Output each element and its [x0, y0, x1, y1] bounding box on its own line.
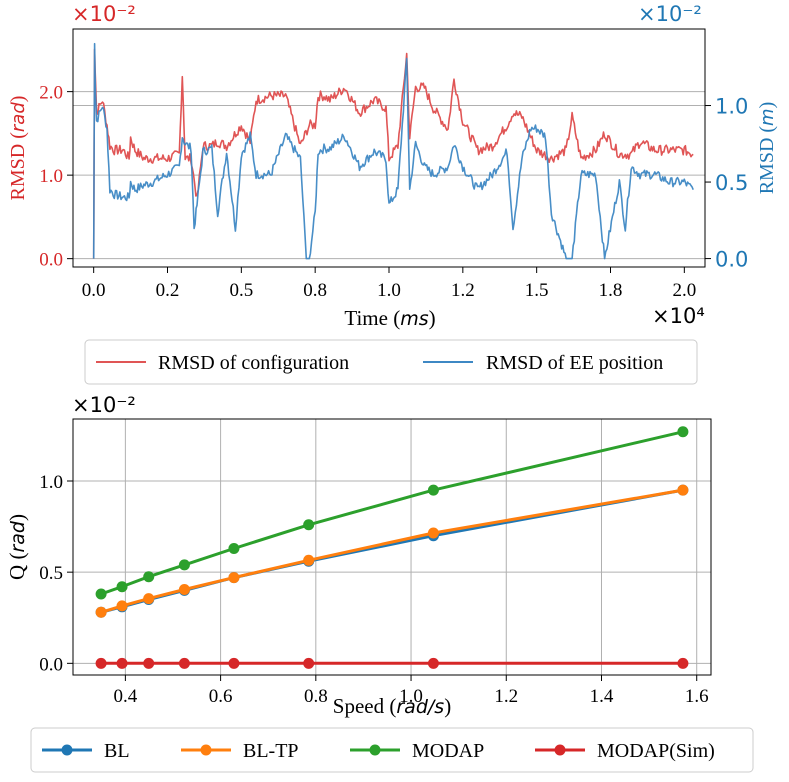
legend-label-rmsd-configuration: RMSD of configuration — [158, 352, 349, 374]
bottom-x-tick-label-6: 1.6 — [685, 686, 709, 707]
bottom-x-tick-label-1: 0.6 — [209, 686, 233, 707]
bottom-x-tick-label-0: 0.4 — [113, 686, 137, 707]
top-x-ticks: 0.0 0.2 0.5 0.8 1.0 1.2 1.5 1.8 2.0 — [82, 267, 696, 301]
legend-marker-bl — [61, 744, 73, 756]
bottom-grid — [73, 419, 711, 675]
top-y-right-ticks: 0.0 0.5 1.0 — [705, 95, 748, 272]
top-x-tick-label-4: 1.0 — [377, 280, 401, 301]
bottom-legend: BL BL-TP MODAP MODAP(Sim) — [30, 727, 754, 773]
top-x-multiplier: ×10⁴ — [652, 304, 705, 328]
point-modapsim-7 — [677, 657, 689, 669]
top-y-right-tick-label-1: 0.5 — [715, 171, 748, 195]
point-modapsim-0 — [95, 657, 107, 669]
legend-label-rmsd-ee-position: RMSD of EE position — [486, 352, 663, 374]
legend-label-bl: BL — [104, 740, 130, 762]
point-modap-1 — [116, 581, 128, 593]
point-bl-tp-7 — [677, 484, 689, 496]
bottom-x-tick-label-3: 1.0 — [399, 686, 423, 707]
bottom-x-tick-label-4: 1.2 — [494, 686, 518, 707]
bottom-x-tick-label-5: 1.4 — [590, 686, 614, 707]
legend-marker-bl-tp — [200, 744, 212, 756]
top-y-left-label: RMSD (rad) — [7, 96, 29, 201]
chart-rmsd-time: 0.0 0.2 0.5 0.8 1.0 1.2 1.5 1.8 2.0 0.0 1.0 2.0 0.… — [7, 2, 778, 385]
top-x-tick-label-6: 1.5 — [525, 280, 549, 301]
point-bl-tp-6 — [427, 527, 439, 539]
top-x-tick-label-8: 2.0 — [672, 280, 696, 301]
bottom-x-tick-label-2: 0.8 — [304, 686, 328, 707]
top-y-left-multiplier: ×10⁻² — [72, 2, 136, 26]
top-legend-frame — [84, 339, 698, 385]
top-x-tick-label-1: 0.2 — [156, 280, 180, 301]
top-x-tick-label-5: 1.2 — [451, 280, 475, 301]
bottom-y-tick-label-0: 0.0 — [39, 654, 63, 675]
top-x-axis-label: Time (ms) — [344, 306, 435, 330]
top-x-tick-label-0: 0.0 — [82, 280, 106, 301]
point-modap-3 — [178, 559, 190, 571]
legend-label-modap-sim: MODAP(Sim) — [597, 740, 715, 762]
series-line-modap — [100, 430, 684, 596]
bottom-y-axis-label: Q (rad) — [5, 514, 29, 580]
legend-label-bl-tp: BL-TP — [243, 740, 299, 762]
point-modapsim-6 — [427, 657, 439, 669]
point-modap-2 — [143, 571, 155, 583]
series-line-rmsd-ee-position — [92, 42, 694, 260]
top-y-right-multiplier: ×10⁻² — [638, 2, 702, 26]
point-bl-tp-4 — [228, 572, 240, 584]
top-y-right-label: RMSD (m) — [756, 102, 778, 195]
top-y-left-tick-label-1: 1.0 — [39, 166, 63, 187]
top-grid — [73, 91, 705, 260]
point-modap-4 — [228, 542, 240, 554]
top-y-right-tick-label-2: 1.0 — [715, 95, 748, 119]
point-modap-0 — [95, 588, 107, 600]
series-line-rmsd-configuration — [92, 48, 694, 259]
bottom-y-tick-label-1: 0.5 — [39, 563, 63, 584]
point-bl-tp-1 — [116, 600, 128, 612]
point-modapsim-3 — [178, 657, 190, 669]
top-legend: RMSD of configuration RMSD of EE positio… — [84, 339, 698, 385]
point-modapsim-4 — [228, 657, 240, 669]
top-x-tick-label-7: 1.8 — [599, 280, 623, 301]
point-modapsim-5 — [303, 657, 315, 669]
top-x-tick-label-3: 0.8 — [303, 280, 327, 301]
bottom-y-ticks: 0.0 0.5 1.0 — [39, 472, 73, 675]
top-y-left-tick-label-2: 2.0 — [39, 83, 63, 104]
point-modapsim-1 — [116, 657, 128, 669]
bottom-legend-items: BL BL-TP MODAP MODAP(Sim) — [42, 740, 715, 762]
point-modap-6 — [427, 484, 439, 496]
top-x-tick-label-2: 0.5 — [229, 280, 253, 301]
legend-marker-modap — [369, 744, 381, 756]
point-modap-5 — [303, 519, 315, 531]
legend-label-modap: MODAP — [412, 740, 484, 762]
chart-q-speed: 0.4 0.6 0.8 1.0 1.2 1.4 1.6 0.0 0.5 1.0 ×10⁻² Sp… — [5, 393, 754, 773]
point-bl-tp-3 — [178, 583, 190, 595]
point-bl-tp-0 — [95, 606, 107, 618]
point-bl-tp-5 — [303, 554, 315, 566]
point-modapsim-2 — [143, 657, 155, 669]
point-bl-tp-2 — [143, 593, 155, 605]
legend-marker-modap-sim — [554, 744, 566, 756]
bottom-series — [95, 426, 689, 669]
top-y-left-ticks: 0.0 1.0 2.0 — [39, 83, 73, 271]
bottom-x-axis-label: Speed (rad/s) — [333, 694, 451, 718]
bottom-plot-frame — [72, 418, 712, 676]
bottom-x-ticks: 0.4 0.6 0.8 1.0 1.2 1.4 1.6 — [113, 675, 709, 707]
bottom-y-multiplier: ×10⁻² — [72, 393, 136, 417]
top-y-right-tick-label-0: 0.0 — [715, 248, 748, 272]
point-modap-7 — [677, 426, 689, 438]
bottom-y-tick-label-2: 1.0 — [39, 472, 63, 493]
top-y-left-tick-label-0: 0.0 — [39, 250, 63, 271]
